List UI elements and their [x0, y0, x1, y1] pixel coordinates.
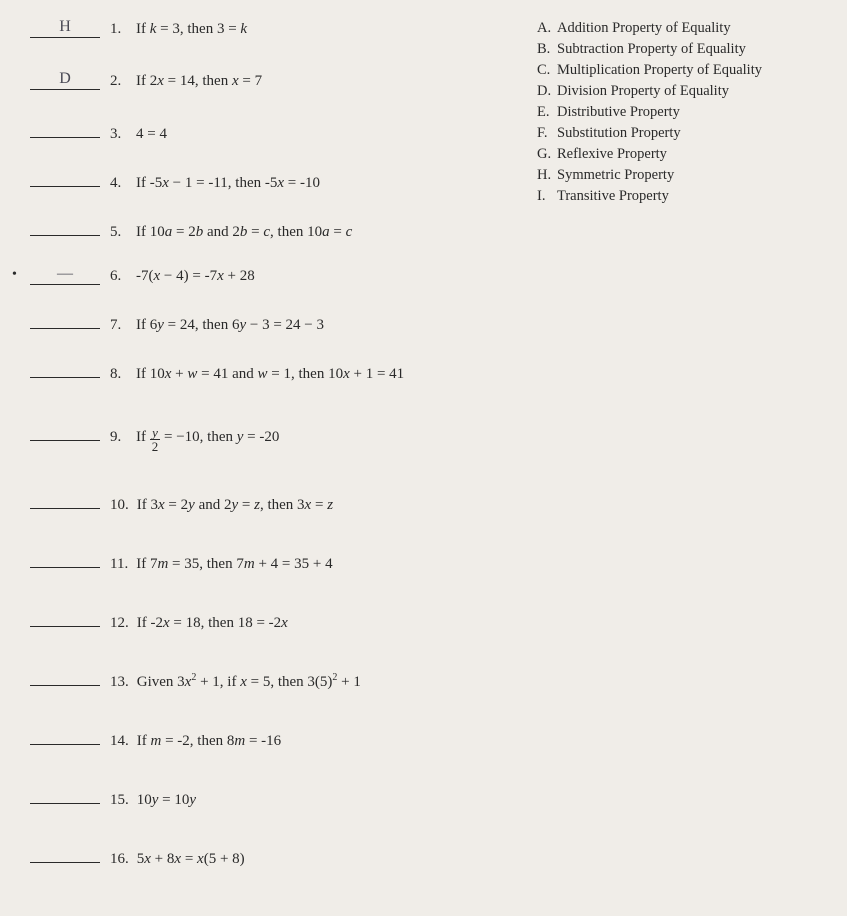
question-text: -7(x − 4) = -7x + 28 — [136, 268, 527, 285]
answer-letter: F. — [537, 125, 557, 142]
question-number: 2. — [110, 73, 128, 90]
question-line: D 2. If 2x = 14, then x = 7 — [30, 72, 527, 90]
answer-letter: D. — [537, 83, 557, 100]
answer-blank — [30, 169, 100, 187]
answer-text: Subtraction Property of Equality — [557, 41, 746, 58]
answer-text: Distributive Property — [557, 104, 680, 121]
worksheet-content: H 1. If k = 3, then 3 = k D 2. If 2x = 14, th… — [30, 20, 817, 894]
answer-letter: G. — [537, 146, 557, 163]
answer-blank — [30, 423, 100, 441]
question-line: H 1. If k = 3, then 3 = k — [30, 20, 527, 38]
answer-option: H.Symmetric Property — [537, 167, 817, 184]
answer-option: G.Reflexive Property — [537, 146, 817, 163]
questions-column: H 1. If k = 3, then 3 = k D 2. If 2x = 14, th… — [30, 20, 527, 894]
answer-blank — [30, 609, 100, 627]
answer-option: F.Substitution Property — [537, 125, 817, 142]
answer-blank: — — [30, 267, 100, 285]
question-line: 15. 10y = 10y — [30, 786, 527, 809]
answer-letter: E. — [537, 104, 557, 121]
answer-blank — [30, 845, 100, 863]
question-text: If 3x = 2y and 2y = z, then 3x = z — [137, 497, 527, 514]
student-answer: — — [57, 265, 73, 282]
answer-letter: I. — [537, 188, 557, 205]
question-line: 8. If 10x + w = 41 and w = 1, then 10x + … — [30, 360, 527, 383]
answer-text: Reflexive Property — [557, 146, 667, 163]
question-number: 3. — [110, 126, 128, 143]
answer-blank: H — [30, 20, 100, 38]
question-text: If 2x = 14, then x = 7 — [136, 73, 527, 90]
answer-option: A.Addition Property of Equality — [537, 20, 817, 37]
answer-text: Substitution Property — [557, 125, 681, 142]
answer-letter: A. — [537, 20, 557, 37]
question-number: 10. — [110, 497, 129, 514]
answer-option: C.Multiplication Property of Equality — [537, 62, 817, 79]
question-text: 4 = 4 — [136, 126, 527, 143]
answer-blank — [30, 786, 100, 804]
question-number: 1. — [110, 21, 128, 38]
answer-blank — [30, 218, 100, 236]
answer-text: Division Property of Equality — [557, 83, 729, 100]
question-line: 10. If 3x = 2y and 2y = z, then 3x = z — [30, 491, 527, 514]
answer-blank — [30, 491, 100, 509]
answer-letter: H. — [537, 167, 557, 184]
question-line: 13. Given 3x2 + 1, if x = 5, then 3(5)2 +… — [30, 668, 527, 691]
answer-text: Transitive Property — [557, 188, 669, 205]
question-text: If 10a = 2b and 2b = c, then 10a = c — [136, 224, 527, 241]
answer-text: Multiplication Property of Equality — [557, 62, 762, 79]
answer-blank — [30, 360, 100, 378]
answer-blank — [30, 120, 100, 138]
question-line: 5. If 10a = 2b and 2b = c, then 10a = c — [30, 218, 527, 241]
question-line: 4. If -5x − 1 = -11, then -5x = -10 — [30, 169, 527, 192]
question-line: 9. If y2 = −10, then y = -20 — [30, 423, 527, 451]
question-text: If k = 3, then 3 = k — [136, 21, 527, 38]
bullet-mark: • — [12, 267, 17, 283]
question-number: 11. — [110, 556, 128, 573]
question-number: 13. — [110, 674, 129, 691]
answer-text: Addition Property of Equality — [557, 20, 731, 37]
question-line: 12. If -2x = 18, then 18 = -2x — [30, 609, 527, 632]
question-number: 5. — [110, 224, 128, 241]
answer-blank — [30, 727, 100, 745]
question-text: If 7m = 35, then 7m + 4 = 35 + 4 — [136, 556, 527, 573]
student-answer: D — [59, 70, 71, 87]
question-text: If -5x − 1 = -11, then -5x = -10 — [136, 175, 527, 192]
answer-blank — [30, 550, 100, 568]
answer-option: E.Distributive Property — [537, 104, 817, 121]
answer-blank: D — [30, 72, 100, 90]
question-number: 7. — [110, 317, 128, 334]
question-number: 4. — [110, 175, 128, 192]
question-number: 6. — [110, 268, 128, 285]
question-line: 7. If 6y = 24, then 6y − 3 = 24 − 3 — [30, 311, 527, 334]
answer-option: I.Transitive Property — [537, 188, 817, 205]
student-answer: H — [59, 18, 71, 35]
answer-blank — [30, 311, 100, 329]
question-number: 16. — [110, 851, 129, 868]
question-number: 8. — [110, 366, 128, 383]
question-line: 16. 5x + 8x = x(5 + 8) — [30, 845, 527, 868]
question-text: If y2 = −10, then y = -20 — [136, 424, 527, 451]
answer-key-column: A.Addition Property of EqualityB.Subtrac… — [527, 20, 817, 209]
answer-blank — [30, 668, 100, 686]
question-number: 9. — [110, 429, 128, 446]
question-text: 10y = 10y — [137, 792, 527, 809]
answer-option: D.Division Property of Equality — [537, 83, 817, 100]
question-text: Given 3x2 + 1, if x = 5, then 3(5)2 + 1 — [137, 672, 527, 691]
question-text: 5x + 8x = x(5 + 8) — [137, 851, 527, 868]
question-line: •—6.-7(x − 4) = -7x + 28 — [30, 267, 527, 285]
answer-letter: B. — [537, 41, 557, 58]
question-number: 14. — [110, 733, 129, 750]
question-text: If 10x + w = 41 and w = 1, then 10x + 1 … — [136, 366, 527, 383]
question-line: 14. If m = -2, then 8m = -16 — [30, 727, 527, 750]
question-number: 15. — [110, 792, 129, 809]
answer-option: B.Subtraction Property of Equality — [537, 41, 817, 58]
question-text: If -2x = 18, then 18 = -2x — [137, 615, 527, 632]
question-number: 12. — [110, 615, 129, 632]
question-line: 11. If 7m = 35, then 7m + 4 = 35 + 4 — [30, 550, 527, 573]
question-text: If 6y = 24, then 6y − 3 = 24 − 3 — [136, 317, 527, 334]
answer-text: Symmetric Property — [557, 167, 674, 184]
answer-letter: C. — [537, 62, 557, 79]
question-text: If m = -2, then 8m = -16 — [137, 733, 527, 750]
question-line: 3. 4 = 4 — [30, 120, 527, 143]
